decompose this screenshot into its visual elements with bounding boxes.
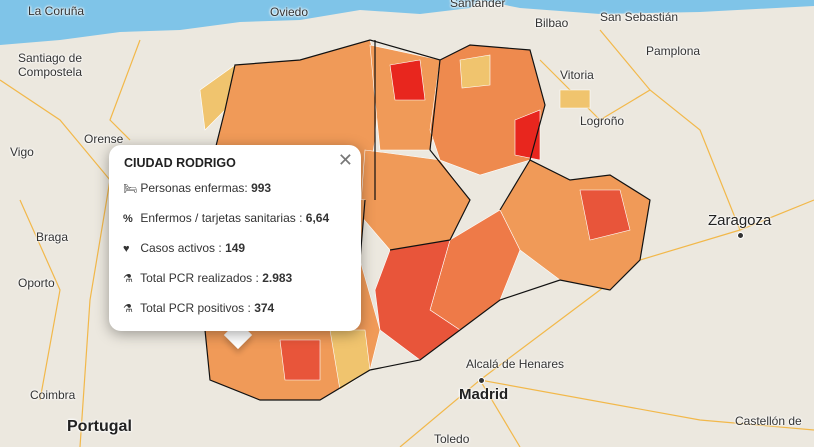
province-borders (204, 39, 651, 401)
city-label: Braga (36, 230, 69, 244)
city-label: Zaragoza (708, 212, 772, 229)
row-label: Total PCR realizados : (140, 271, 259, 285)
row-label: Total PCR positivos : (140, 301, 251, 315)
region-hot-1 (389, 59, 426, 101)
popup-row-casos-activos: ♥ Casos activos : 149 (123, 241, 245, 255)
row-label: Personas enfermas: (140, 181, 248, 195)
city-dot (737, 232, 744, 239)
close-icon[interactable]: ✕ (337, 150, 353, 170)
city-label: Orense (84, 132, 124, 146)
city-dot (478, 377, 485, 384)
heartbeat-icon: ♥ (123, 243, 130, 255)
region-hot-4 (579, 189, 631, 241)
region-hot-3 (279, 339, 321, 381)
city-label: Madrid (459, 386, 509, 403)
city-label: Pamplona (646, 44, 701, 58)
region-low-4 (559, 89, 591, 109)
city-label: Castellón de (735, 414, 802, 428)
row-label: Enfermos / tarjetas sanitarias : (140, 211, 303, 225)
city-label: San Sebastián (600, 10, 679, 24)
city-label: Oviedo (270, 5, 309, 19)
row-value: 149 (225, 241, 246, 255)
popup-title: CIUDAD RODRIGO (124, 156, 236, 170)
sea (0, 0, 480, 45)
region-low-2 (459, 54, 491, 89)
row-label: Casos activos : (140, 241, 222, 255)
city-label: Vigo (10, 145, 34, 159)
sea-east (480, 0, 814, 14)
info-popup: CIUDAD RODRIGO ✕ 🛏 Personas enfermas: 99… (109, 145, 361, 331)
popup-row-pcr-realizados: ⚗ Total PCR realizados : 2.983 (123, 271, 292, 285)
popup-row-personas-enfermas: 🛏 Personas enfermas: 993 (123, 181, 271, 195)
flask-icon: ⚗ (123, 273, 133, 285)
city-label: Toledo (434, 432, 470, 446)
popup-row-enfermos-tarjetas: % Enfermos / tarjetas sanitarias : 6,64 (123, 211, 329, 225)
flask-icon: ⚗ (123, 303, 133, 315)
city-label: Coimbra (30, 388, 76, 402)
city-label: Oporto (18, 276, 55, 290)
row-value: 993 (251, 181, 272, 195)
row-value: 374 (254, 301, 275, 315)
city-label: Bilbao (535, 16, 569, 30)
city-label: Vitoria (560, 68, 594, 82)
popup-row-pcr-positivos: ⚗ Total PCR positivos : 374 (123, 301, 274, 315)
row-value: 2.983 (262, 271, 293, 285)
percent-icon: % (123, 213, 133, 225)
row-value: 6,64 (305, 211, 330, 225)
bed-icon: 🛏 (123, 183, 137, 195)
city-label: Logroño (580, 114, 625, 128)
country-label: Portugal (67, 418, 132, 435)
city-label: Santander (450, 0, 506, 10)
city-label: La Coruña (28, 4, 85, 18)
city-label: Alcalá de Henares (466, 357, 565, 371)
city-label: Santiago de Compostela (17, 51, 83, 79)
